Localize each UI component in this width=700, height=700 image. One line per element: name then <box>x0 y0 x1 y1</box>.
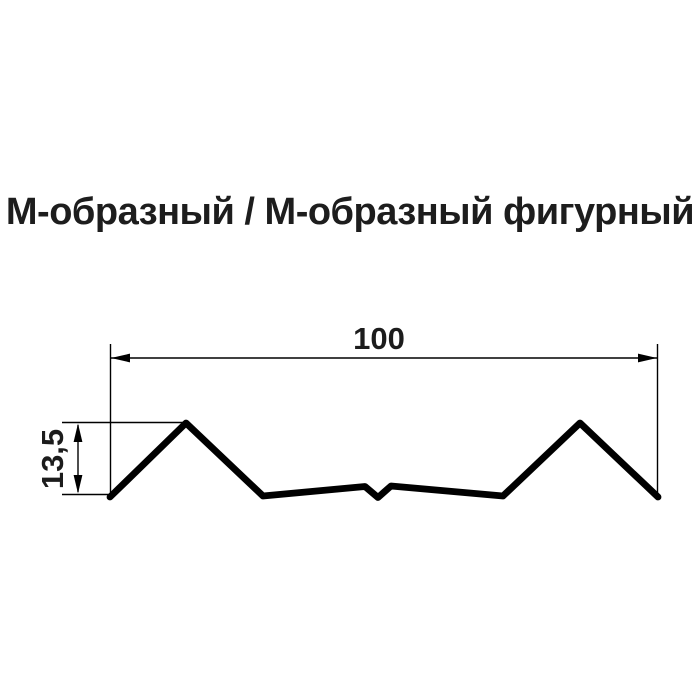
arrow-left-icon <box>111 353 130 363</box>
width-dimension-label: 100 <box>353 321 405 356</box>
height-dimension: 13,5 <box>35 421 186 496</box>
width-dimension: 100 <box>109 321 659 497</box>
profile-outline <box>106 419 662 501</box>
height-dimension-label: 13,5 <box>35 429 70 489</box>
arrow-down-icon <box>73 475 83 494</box>
arrow-right-icon <box>638 353 657 363</box>
arrow-up-icon <box>73 423 83 442</box>
page-title: М-образный / М-образный фигурный <box>5 191 695 233</box>
